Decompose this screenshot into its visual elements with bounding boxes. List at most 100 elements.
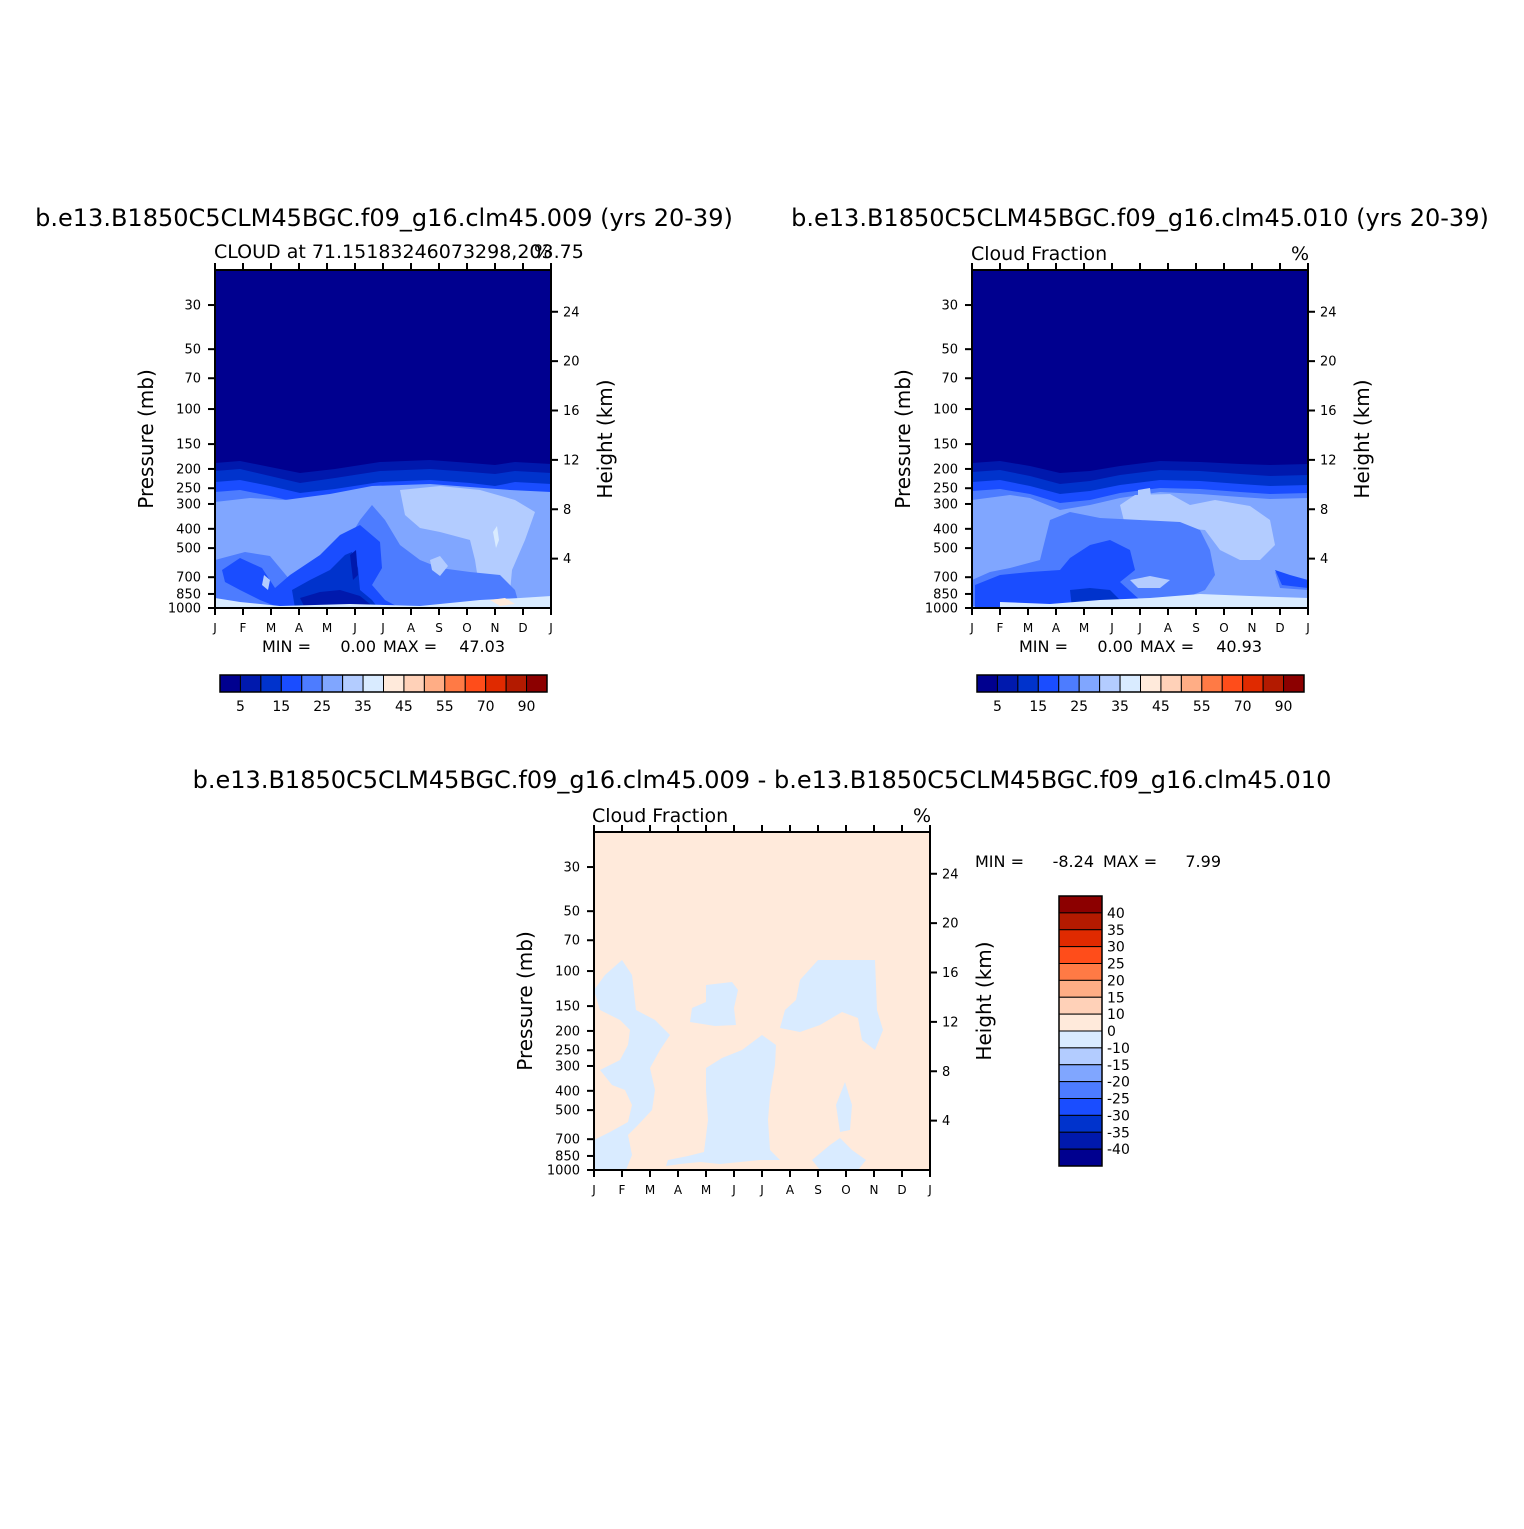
colorbar-swatch	[505, 674, 528, 693]
panel1-min-label: MIN =	[262, 637, 311, 656]
colorbar-frame	[976, 674, 1305, 693]
pressure-tick-label: 700	[555, 1133, 580, 1148]
height-tick-label: 24	[1320, 305, 1337, 320]
pressure-tick-label: 70	[184, 372, 201, 387]
month-tick-label: J	[1305, 621, 1310, 635]
colorbar-label: 55	[436, 699, 454, 715]
colorbar-label: -30	[1107, 1108, 1130, 1124]
month-tick-label: J	[212, 621, 217, 635]
colorbar-label: 55	[1193, 699, 1211, 715]
pressure-tick-label: 30	[941, 299, 958, 314]
colorbar-swatch	[1058, 1131, 1103, 1150]
colorbar-swatch	[1058, 1114, 1103, 1133]
colorbar-swatch	[239, 674, 262, 693]
panel1-subtitle: CLOUD at 71.15183246073298,203.75	[214, 241, 584, 263]
pressure-tick-label: 400	[176, 522, 201, 537]
colorbar-label: -40	[1107, 1142, 1130, 1158]
colorbar-swatch	[1058, 1064, 1103, 1083]
height-tick-label: 12	[563, 453, 580, 468]
height-tick-label: 20	[1320, 355, 1337, 370]
panel1-units: %	[534, 241, 552, 263]
panel1-colorbar: 5 15 25 35 45 55 70 90	[219, 674, 548, 715]
pressure-tick-label: 70	[941, 372, 958, 387]
month-tick-label: O	[841, 1183, 850, 1197]
pressure-tick-label: 850	[176, 587, 201, 602]
colorbar-swatch	[1140, 674, 1162, 693]
month-tick-label: N	[870, 1183, 879, 1197]
month-tick-label: A	[674, 1183, 683, 1197]
height-tick-label: 12	[1320, 453, 1337, 468]
height-tick-label: 4	[1320, 552, 1328, 567]
colorbar-label: 25	[313, 699, 331, 715]
pressure-tick-label: 200	[555, 1024, 580, 1039]
colorbar-swatch	[1058, 946, 1103, 964]
colorbar-swatch	[1058, 1098, 1103, 1116]
height-tick-label: 16	[942, 966, 959, 981]
pressure-tick-label: 100	[176, 403, 201, 418]
colorbar-swatch	[1058, 1030, 1103, 1049]
pressure-tick-label: 1000	[168, 602, 201, 617]
colorbar-swatch	[1221, 674, 1244, 693]
colorbar-label: -35	[1107, 1125, 1130, 1141]
panel3-min-label: MIN =	[975, 852, 1024, 871]
pressure-tick-label: 50	[941, 343, 958, 358]
panel2-max-label: MAX =	[1140, 637, 1194, 656]
panel2-contour-field	[972, 270, 1308, 608]
pressure-tick-label: 30	[563, 861, 580, 876]
colorbar-label: -10	[1107, 1041, 1130, 1057]
colorbar-swatch	[280, 674, 303, 693]
month-tick-label: A	[407, 621, 416, 635]
month-tick-label: M	[645, 1183, 655, 1197]
month-tick-label: J	[927, 1183, 932, 1197]
pressure-tick-label: 250	[555, 1044, 580, 1059]
colorbar-swatch	[1058, 674, 1080, 693]
month-tick-label: F	[619, 1183, 626, 1197]
panel3-ylabel-right: Height (km)	[972, 941, 996, 1060]
colorbar-swatch	[1242, 674, 1264, 693]
colorbar-swatch	[1119, 674, 1141, 693]
panel2-max-value: 40.93	[1216, 637, 1262, 656]
pressure-tick-label: 500	[933, 542, 958, 557]
panel2-title: b.e13.B1850C5CLM45BGC.f09_g16.clm45.010 …	[791, 204, 1489, 232]
pressure-tick-label: 850	[555, 1149, 580, 1164]
colorbar-swatch	[1037, 674, 1060, 693]
colorbar-swatch	[1160, 674, 1182, 693]
colorbar-swatch	[342, 674, 364, 693]
colorbar-label: 10	[1107, 1007, 1125, 1023]
panel-difference: b.e13.B1850C5CLM45BGC.f09_g16.clm45.009 …	[193, 766, 1332, 1197]
pressure-tick-label: 300	[176, 497, 201, 512]
month-tick-label: F	[997, 621, 1004, 635]
colorbar-label: 45	[1152, 699, 1170, 715]
pressure-tick-label: 200	[176, 462, 201, 477]
month-tick-label: M	[701, 1183, 711, 1197]
panel-case-010: b.e13.B1850C5CLM45BGC.f09_g16.clm45.010 …	[791, 204, 1489, 715]
colorbar-label: 15	[1029, 699, 1047, 715]
panel1-title: b.e13.B1850C5CLM45BGC.f09_g16.clm45.009 …	[35, 204, 733, 232]
height-tick-label: 16	[1320, 404, 1337, 419]
month-tick-label: O	[1219, 621, 1228, 635]
month-tick-label: D	[897, 1183, 906, 1197]
colorbar-swatch	[1262, 674, 1285, 693]
colorbar-swatch	[1017, 674, 1039, 693]
colorbar-swatch	[1078, 674, 1101, 693]
pressure-tick-label: 70	[563, 934, 580, 949]
colorbar-label: 45	[395, 699, 413, 715]
month-tick-label: D	[518, 621, 527, 635]
colorbar-swatch	[444, 674, 466, 693]
colorbar-label: 70	[1234, 699, 1252, 715]
pressure-tick-label: 50	[184, 343, 201, 358]
panel-case-009: b.e13.B1850C5CLM45BGC.f09_g16.clm45.009 …	[35, 204, 733, 715]
month-tick-label: J	[352, 621, 357, 635]
pressure-tick-label: 30	[184, 299, 201, 314]
panel1-ylabel-right: Height (km)	[593, 379, 617, 498]
pressure-tick-label: 100	[933, 403, 958, 418]
month-tick-label: J	[759, 1183, 764, 1197]
pressure-tick-label: 300	[555, 1059, 580, 1074]
colorbar-swatch	[1058, 929, 1103, 948]
month-tick-label: J	[731, 1183, 736, 1197]
month-tick-label: M	[322, 621, 332, 635]
colorbar-swatch	[219, 674, 241, 693]
height-tick-label: 4	[563, 552, 571, 567]
pressure-tick-label: 400	[933, 522, 958, 537]
month-tick-label: D	[1275, 621, 1284, 635]
